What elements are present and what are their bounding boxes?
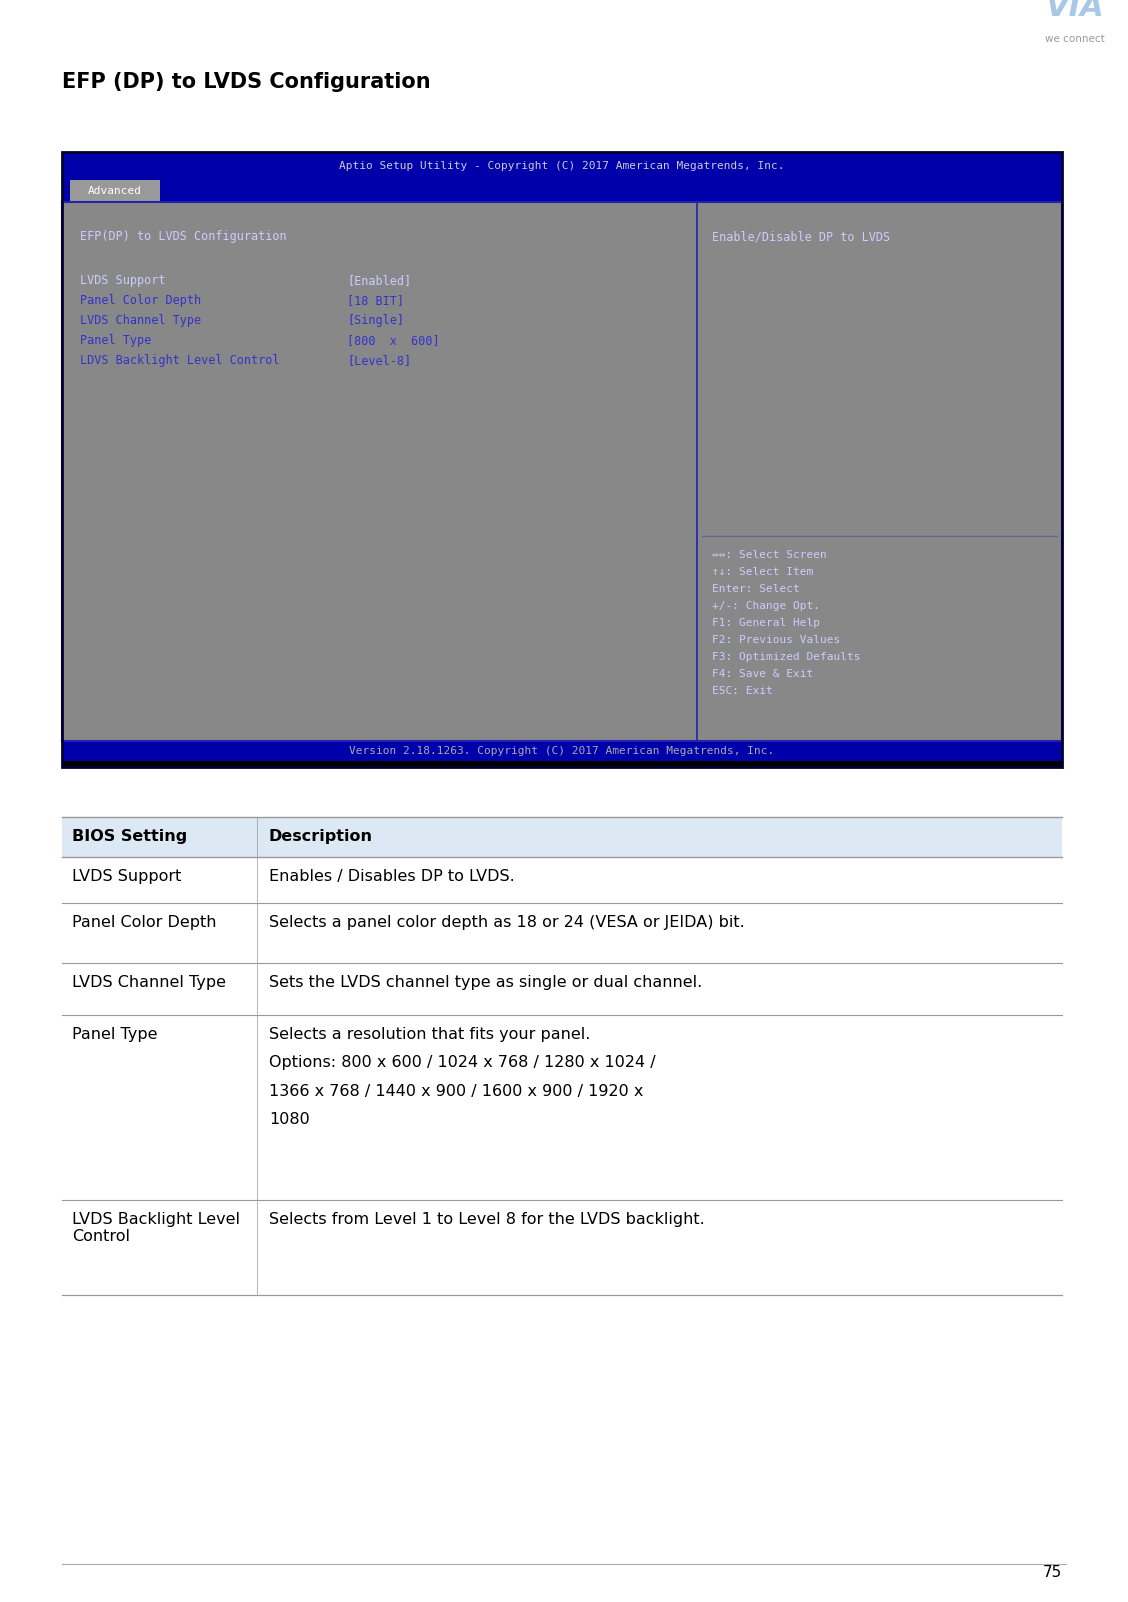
Bar	[62, 1016, 1061, 1200]
Bar	[62, 761, 1061, 767]
Text: 1366 x 768 / 1440 x 900 / 1600 x 900 / 1920 x: 1366 x 768 / 1440 x 900 / 1600 x 900 / 1…	[268, 1083, 643, 1099]
Text: [Level-8]: [Level-8]	[347, 354, 411, 367]
Text: LVDS Support: LVDS Support	[80, 274, 166, 287]
Text: LDVS Backlight Level Control: LDVS Backlight Level Control	[80, 354, 280, 367]
Text: Version 2.18.1263. Copyright (C) 2017 American Megatrends, Inc.: Version 2.18.1263. Copyright (C) 2017 Am…	[350, 747, 775, 756]
Text: Panel Type: Panel Type	[72, 1027, 158, 1041]
Text: ⇔⇔: Select Screen: ⇔⇔: Select Screen	[712, 549, 827, 561]
Bar	[62, 817, 1061, 857]
Text: Selects from Level 1 to Level 8 for the LVDS backlight.: Selects from Level 1 to Level 8 for the …	[268, 1213, 705, 1227]
Bar	[62, 152, 1061, 179]
Text: Selects a resolution that fits your panel.: Selects a resolution that fits your pane…	[268, 1027, 590, 1041]
Text: 75: 75	[1042, 1565, 1061, 1580]
Text: ↑↓: Select Item: ↑↓: Select Item	[712, 567, 813, 577]
Text: EFP (DP) to LVDS Configuration: EFP (DP) to LVDS Configuration	[62, 72, 431, 91]
Text: Aptio Setup Utility - Copyright (C) 2017 American Megatrends, Inc.: Aptio Setup Utility - Copyright (C) 2017…	[340, 160, 785, 171]
Text: Enables / Disables DP to LVDS.: Enables / Disables DP to LVDS.	[268, 868, 514, 884]
Text: F2: Previous Values: F2: Previous Values	[712, 634, 840, 646]
Text: Description: Description	[268, 830, 373, 844]
Text: Control: Control	[72, 1229, 130, 1243]
Text: EFP(DP) to LVDS Configuration: EFP(DP) to LVDS Configuration	[80, 231, 287, 244]
Text: LVDS Channel Type: LVDS Channel Type	[72, 976, 226, 990]
Text: VIA: VIA	[1046, 0, 1104, 22]
Text: we connect: we connect	[1046, 34, 1104, 43]
Text: ESC: Exit: ESC: Exit	[712, 686, 773, 695]
Bar	[62, 1200, 1061, 1294]
Text: [Enabled]: [Enabled]	[347, 274, 411, 287]
Text: Advanced: Advanced	[88, 186, 142, 195]
Bar	[62, 963, 1061, 1016]
Text: Panel Color Depth: Panel Color Depth	[80, 295, 201, 308]
Text: LVDS Support: LVDS Support	[72, 868, 182, 884]
Text: F3: Optimized Defaults: F3: Optimized Defaults	[712, 652, 861, 662]
Text: Sets the LVDS channel type as single or dual channel.: Sets the LVDS channel type as single or …	[268, 976, 703, 990]
Text: Enable/Disable DP to LVDS: Enable/Disable DP to LVDS	[712, 231, 890, 244]
Bar	[62, 742, 1061, 761]
Text: Panel Color Depth: Panel Color Depth	[72, 915, 217, 931]
Text: +/-: Change Opt.: +/-: Change Opt.	[712, 601, 820, 610]
Text: Enter: Select: Enter: Select	[712, 585, 800, 594]
Text: [800  x  600]: [800 x 600]	[347, 333, 440, 348]
Bar	[62, 857, 1061, 904]
Text: 1080: 1080	[268, 1112, 310, 1128]
Bar	[70, 179, 160, 202]
Bar	[62, 202, 1061, 742]
Text: Options: 800 x 600 / 1024 x 768 / 1280 x 1024 /: Options: 800 x 600 / 1024 x 768 / 1280 x…	[268, 1056, 655, 1070]
Text: BIOS Setting: BIOS Setting	[72, 830, 187, 844]
Bar	[62, 179, 1061, 202]
Text: [18 BIT]: [18 BIT]	[347, 295, 404, 308]
Bar	[62, 904, 1061, 963]
Text: Panel Type: Panel Type	[80, 333, 151, 348]
Bar	[62, 152, 1061, 767]
Text: [Single]: [Single]	[347, 314, 404, 327]
Text: LVDS Backlight Level: LVDS Backlight Level	[72, 1213, 240, 1227]
Text: F1: General Help: F1: General Help	[712, 618, 820, 628]
Text: F4: Save & Exit: F4: Save & Exit	[712, 670, 813, 679]
Text: LVDS Channel Type: LVDS Channel Type	[80, 314, 201, 327]
Text: Selects a panel color depth as 18 or 24 (VESA or JEIDA) bit.: Selects a panel color depth as 18 or 24 …	[268, 915, 744, 931]
